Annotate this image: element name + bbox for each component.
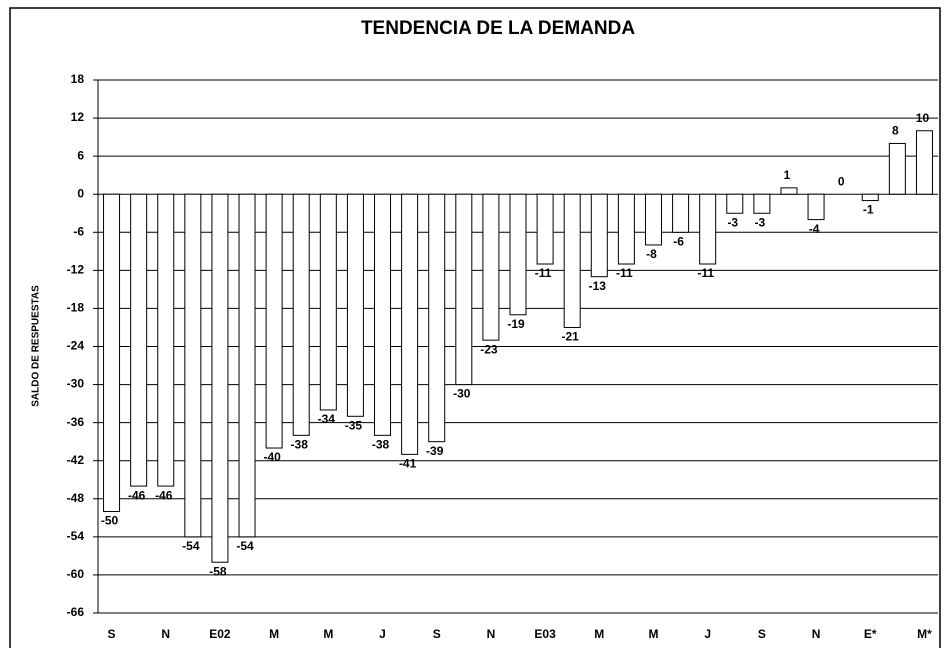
value-label: -46 bbox=[128, 488, 146, 502]
bar bbox=[130, 193, 148, 487]
bar bbox=[292, 193, 310, 436]
bar bbox=[455, 193, 473, 386]
x-tick-label: S bbox=[108, 627, 116, 641]
value-label: -30 bbox=[453, 387, 471, 401]
value-label: -3 bbox=[727, 215, 738, 229]
value-label: -6 bbox=[673, 234, 684, 248]
value-label: 10 bbox=[916, 111, 930, 125]
bar bbox=[753, 193, 771, 214]
value-label: -34 bbox=[318, 412, 336, 426]
bar bbox=[590, 193, 608, 278]
x-tick-label: M* bbox=[917, 627, 932, 641]
value-label: 0 bbox=[838, 174, 845, 188]
value-label: -4 bbox=[809, 222, 820, 236]
value-label: -19 bbox=[507, 317, 525, 331]
value-label: -40 bbox=[263, 450, 281, 464]
bar bbox=[888, 142, 906, 195]
y-axis-label: SALDO DE RESPUESTAS bbox=[31, 285, 42, 407]
x-tick-label: M bbox=[594, 627, 604, 641]
value-label: -41 bbox=[399, 457, 417, 471]
bar bbox=[563, 193, 581, 328]
chart-title: TENDENCIA DE LA DEMANDA bbox=[361, 18, 635, 39]
chart-border bbox=[9, 7, 941, 653]
value-label: -11 bbox=[697, 266, 714, 280]
x-tick-label: S bbox=[758, 627, 766, 641]
value-label: -35 bbox=[345, 418, 363, 432]
x-tick-label: S bbox=[433, 627, 441, 641]
bar bbox=[428, 193, 446, 443]
bar bbox=[346, 193, 364, 417]
bar bbox=[915, 130, 933, 195]
value-label: -54 bbox=[182, 539, 200, 553]
value-label: -58 bbox=[209, 564, 227, 578]
bar bbox=[861, 193, 879, 202]
y-tick-label: -66 bbox=[67, 605, 85, 619]
bar bbox=[807, 193, 825, 221]
value-label: -3 bbox=[755, 215, 766, 229]
y-tick-label: -60 bbox=[67, 567, 85, 581]
bar bbox=[103, 193, 121, 512]
bar bbox=[780, 187, 798, 195]
bar bbox=[265, 193, 283, 449]
x-tick-label: N bbox=[161, 627, 170, 641]
bar bbox=[157, 193, 175, 487]
bar bbox=[617, 193, 635, 265]
value-label: -46 bbox=[155, 488, 173, 502]
y-tick-label: -54 bbox=[67, 529, 85, 543]
y-tick-label: 18 bbox=[71, 72, 85, 86]
bar bbox=[211, 193, 229, 563]
bar bbox=[401, 193, 419, 455]
bar bbox=[482, 193, 500, 341]
x-tick-label: E* bbox=[864, 627, 877, 641]
y-tick-label: -18 bbox=[67, 301, 85, 315]
y-tick-label: -24 bbox=[67, 339, 85, 353]
value-label: -11 bbox=[535, 266, 552, 280]
y-tick-label: -12 bbox=[67, 263, 85, 277]
x-tick-label: N bbox=[812, 627, 821, 641]
y-tick-label: -42 bbox=[67, 453, 85, 467]
y-tick-label: 12 bbox=[71, 110, 85, 124]
x-tick-label: E03 bbox=[534, 627, 556, 641]
x-tick-label: N bbox=[487, 627, 496, 641]
bar bbox=[184, 193, 202, 538]
bar bbox=[726, 193, 744, 214]
bar bbox=[238, 193, 256, 538]
value-label: -23 bbox=[480, 342, 498, 356]
bar bbox=[374, 193, 392, 436]
value-label: -38 bbox=[372, 438, 390, 452]
bar bbox=[536, 193, 554, 265]
value-label: -13 bbox=[589, 279, 607, 293]
y-tick-label: -6 bbox=[73, 224, 84, 238]
value-label: -11 bbox=[616, 266, 633, 280]
value-label: -1 bbox=[863, 203, 874, 217]
value-label: 1 bbox=[784, 168, 791, 182]
bar bbox=[699, 193, 717, 265]
y-tick-label: -36 bbox=[67, 415, 85, 429]
y-tick-label: -48 bbox=[67, 491, 85, 505]
bar bbox=[509, 193, 527, 316]
bar bbox=[319, 193, 337, 411]
value-label: -21 bbox=[562, 330, 580, 344]
x-tick-label: M bbox=[648, 627, 658, 641]
x-tick-label: M bbox=[269, 627, 279, 641]
x-tick-label: M bbox=[323, 627, 333, 641]
value-label: -39 bbox=[426, 444, 444, 458]
value-label: -8 bbox=[646, 247, 657, 261]
x-tick-label: E02 bbox=[209, 627, 231, 641]
y-tick-label: 0 bbox=[77, 186, 84, 200]
bar bbox=[644, 193, 662, 246]
x-tick-label: J bbox=[704, 627, 711, 641]
value-label: -50 bbox=[101, 514, 119, 528]
value-label: 8 bbox=[892, 124, 899, 138]
value-label: -38 bbox=[291, 438, 309, 452]
x-tick-label: J bbox=[379, 627, 386, 641]
value-label: -54 bbox=[236, 539, 254, 553]
y-tick-label: -30 bbox=[67, 377, 85, 391]
y-tick-label: 6 bbox=[77, 148, 84, 162]
bar bbox=[672, 193, 690, 233]
